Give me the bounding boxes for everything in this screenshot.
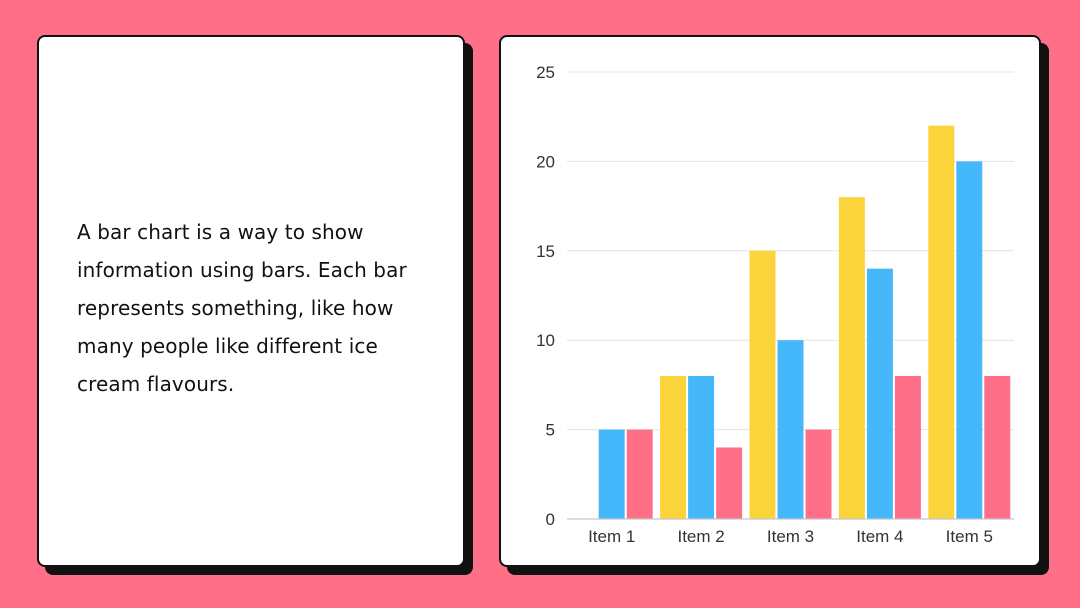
y-tick-label: 15 bbox=[536, 242, 555, 261]
y-tick-label: 0 bbox=[546, 510, 555, 529]
bars bbox=[598, 125, 1011, 520]
bar bbox=[598, 429, 625, 519]
bar bbox=[984, 375, 1011, 519]
x-category-label: Item 2 bbox=[677, 527, 724, 546]
text-card: A bar chart is a way to show information… bbox=[37, 35, 465, 567]
y-tick-label: 10 bbox=[536, 331, 555, 350]
bar bbox=[894, 375, 921, 519]
bar bbox=[866, 268, 893, 519]
bar bbox=[626, 429, 653, 519]
y-tick-label: 25 bbox=[536, 63, 555, 82]
x-axis-categories: Item 1 Item 2 Item 3 Item 4 Item 5 bbox=[588, 527, 993, 546]
y-axis-ticks: 0 5 10 15 20 25 bbox=[536, 63, 555, 529]
bar bbox=[660, 375, 687, 519]
bar bbox=[777, 340, 804, 519]
x-category-label: Item 1 bbox=[588, 527, 635, 546]
bar bbox=[716, 447, 743, 519]
bar bbox=[838, 197, 865, 519]
x-category-label: Item 5 bbox=[946, 527, 993, 546]
y-tick-label: 20 bbox=[536, 152, 555, 171]
bar bbox=[928, 125, 955, 519]
x-category-label: Item 3 bbox=[767, 527, 814, 546]
bar bbox=[688, 375, 715, 519]
bar bbox=[805, 429, 832, 519]
description-paragraph: A bar chart is a way to show information… bbox=[77, 220, 407, 396]
y-tick-label: 5 bbox=[546, 421, 555, 440]
bar bbox=[956, 161, 983, 519]
x-category-label: Item 4 bbox=[856, 527, 903, 546]
bar bbox=[749, 250, 776, 520]
chart-card: 0 5 10 15 20 25 Item 1 Item 2 Item 3 Item 4 Item … bbox=[499, 35, 1041, 567]
